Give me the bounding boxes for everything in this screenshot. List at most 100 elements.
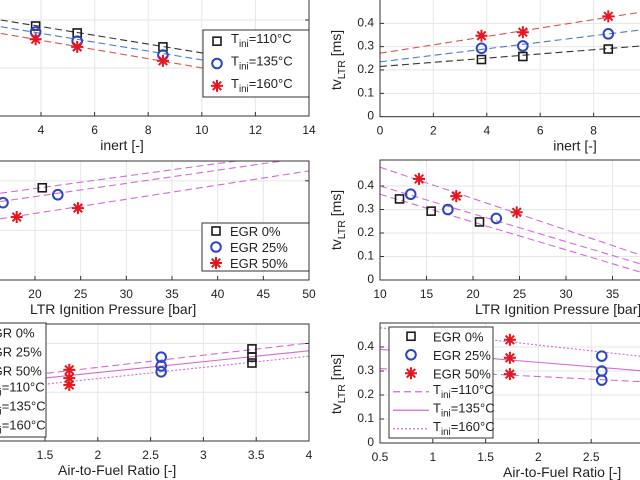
label-subscript: LTR: [336, 60, 348, 79]
legend-entry-label: EGR 50%: [0, 364, 42, 379]
y-tick-label: 0.3: [357, 39, 374, 53]
label-subscript: ini: [239, 39, 249, 50]
y-axis-label: tvLTR [ms]: [328, 354, 348, 414]
label-text: EGR 25%: [230, 240, 288, 255]
data-point-square: [37, 182, 48, 193]
label-text: tv: [328, 403, 344, 414]
x-tick-label: 4: [306, 448, 313, 462]
x-tick-label: 0: [377, 124, 384, 138]
x-tick-label: 2.5: [142, 448, 159, 462]
x-axis-label: LTR Ignition Pressure [bar]: [475, 301, 640, 317]
data-point-star: [516, 26, 529, 39]
plot-area: [380, 160, 640, 280]
x-tick-label: 2: [94, 448, 101, 462]
legend-entry-label: Tini=135°C: [231, 54, 293, 73]
x-axis-label: inert [-]: [553, 138, 597, 154]
data-point-square: [394, 194, 405, 204]
legend-marker-square: [406, 331, 416, 342]
label-text: EGR 50%: [230, 256, 288, 271]
label-text: =135°C: [2, 399, 46, 414]
legend-marker-square: [211, 226, 221, 236]
label-text: =110°C: [2, 380, 45, 395]
data-point-circle: [475, 42, 488, 55]
data-point-star: [71, 40, 84, 53]
x-tick-label: 10: [195, 123, 209, 137]
label-text: T: [231, 54, 239, 69]
y-axis-label: tvLTR [ms]: [328, 30, 348, 90]
x-tick-label: 15: [420, 287, 434, 301]
data-point-square: [30, 21, 41, 31]
x-tick-label: 4: [38, 123, 45, 137]
legend-marker-circle: [210, 241, 222, 253]
y-tick-label: 0: [367, 109, 374, 123]
x-tick-label: 1.5: [477, 450, 494, 464]
data-point-circle: [517, 40, 529, 52]
legend-box: [0, 322, 47, 438]
data-point-star: [503, 368, 516, 381]
label-text: tv: [328, 239, 344, 250]
label-subscript: LTR: [336, 220, 348, 239]
axes-frame: [0, 323, 310, 442]
data-point-star: [29, 33, 42, 46]
legend-marker-star: [405, 367, 417, 380]
x-axis-label: LTR Ignition Pressure [bar]: [30, 301, 196, 317]
legend-entry-label: Tini=110°C: [231, 31, 292, 50]
x-tick-label: 10: [373, 287, 387, 301]
label-subscript: ini: [441, 390, 451, 401]
x-tick-label: 8: [590, 124, 597, 138]
x-tick-label: 2.5: [583, 450, 600, 464]
label-text: T: [231, 31, 239, 46]
data-point-star: [450, 190, 463, 203]
legend-entry-label: Tini=110°C: [0, 380, 45, 399]
data-point-circle: [602, 28, 615, 40]
fit-line: [380, 29, 640, 63]
y-tick-label: 0.2: [357, 225, 374, 239]
y-tick-label: 0.1: [357, 249, 374, 263]
legend-marker-square: [212, 36, 222, 46]
fit-line: [380, 11, 640, 54]
legend: EGR 0%EGR 25%EGR 50%: [201, 222, 310, 272]
x-tick-label: 1: [429, 450, 436, 464]
x-tick-label: 20: [466, 287, 480, 301]
label-text: EGR 0%: [0, 326, 35, 341]
legend-marker-circle: [211, 57, 223, 70]
subplot-3: 1520253035404550LTR Ignition Pressure [b…: [0, 160, 316, 317]
x-tick-label: 35: [165, 287, 179, 301]
x-tick-label: 25: [513, 287, 527, 301]
data-point-circle: [595, 350, 608, 362]
data-point-square: [426, 206, 436, 216]
data-point-circle: [442, 203, 454, 216]
legend-marker-circle: [405, 348, 417, 361]
data-point-star: [413, 172, 426, 185]
data-point-star: [156, 54, 169, 67]
label-text: EGR 0%: [230, 224, 281, 239]
data-point-star: [63, 378, 76, 391]
y-tick-label: 0: [367, 435, 374, 449]
label-text: [ms]: [328, 30, 344, 60]
label-text: =110°C: [249, 31, 292, 46]
y-tick-label: 0.1: [357, 411, 374, 425]
fit-line: [380, 185, 640, 265]
y-tick-label: 0.1: [357, 85, 374, 99]
fit-line: [380, 45, 640, 68]
x-tick-label: 20: [28, 287, 42, 301]
data-point-star: [475, 29, 488, 42]
data-point-circle: [490, 212, 503, 225]
legend-entry-label: EGR 0%: [0, 326, 35, 341]
data-point-star: [503, 351, 516, 364]
label-text: tv: [328, 79, 344, 90]
x-tick-label: 2: [535, 450, 542, 464]
x-axis-label: inert [-]: [100, 137, 144, 153]
svg-text:tvLTR [ms]: tvLTR [ms]: [328, 190, 348, 250]
x-tick-label: 3: [200, 448, 207, 462]
y-tick-label: 0.4: [357, 339, 374, 353]
label-text: =135°C: [451, 400, 495, 415]
x-tick-label: 30: [559, 287, 573, 301]
data-point-star: [503, 333, 516, 346]
axes-frame: [0, 160, 310, 281]
y-tick-label: 0.4: [357, 178, 374, 192]
x-tick-label: 45: [257, 287, 271, 301]
